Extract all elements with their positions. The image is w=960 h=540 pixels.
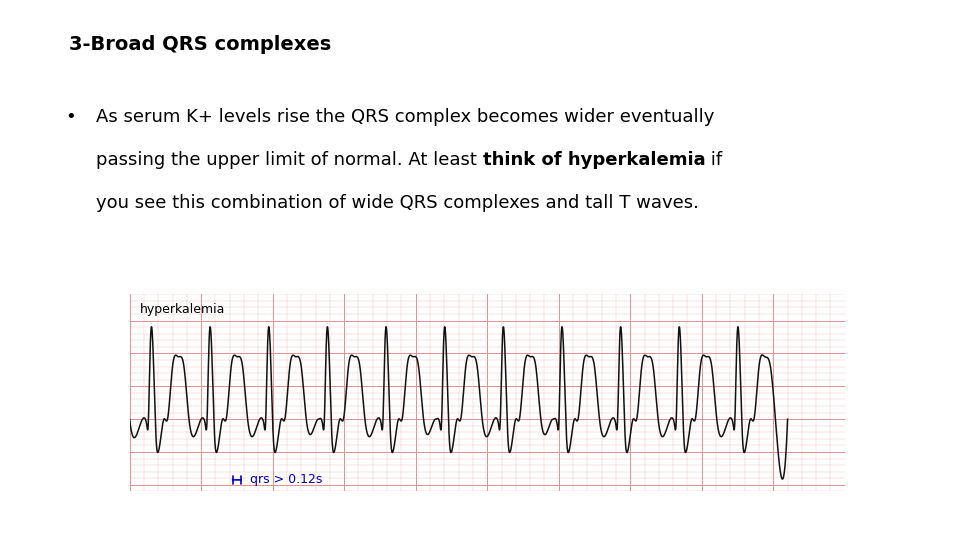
Text: 3-Broad QRS complexes: 3-Broad QRS complexes xyxy=(69,35,331,54)
Text: qrs > 0.12s: qrs > 0.12s xyxy=(250,474,323,487)
Text: you see this combination of wide QRS complexes and tall T waves.: you see this combination of wide QRS com… xyxy=(96,194,699,212)
Text: As serum K+ levels rise the QRS complex becomes wider eventually: As serum K+ levels rise the QRS complex … xyxy=(96,108,714,126)
Text: think of hyperkalemia: think of hyperkalemia xyxy=(483,151,706,169)
Text: passing the upper limit of normal. At least: passing the upper limit of normal. At le… xyxy=(96,151,483,169)
Text: •: • xyxy=(65,108,76,126)
Text: if: if xyxy=(706,151,722,169)
Text: hyperkalemia: hyperkalemia xyxy=(140,302,226,315)
